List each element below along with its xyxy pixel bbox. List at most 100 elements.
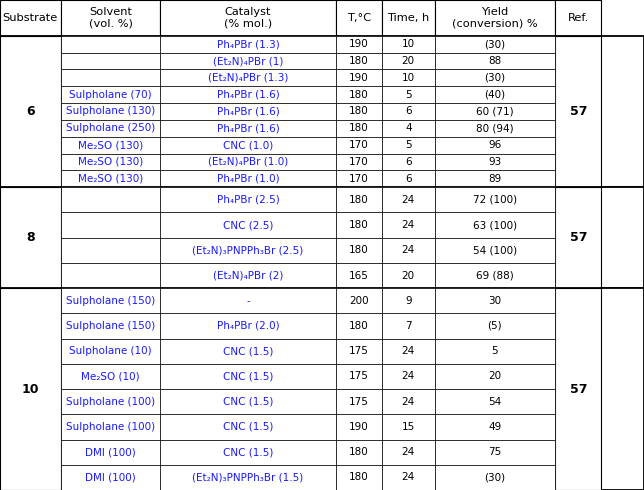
Bar [61,288,160,313]
Bar [435,137,555,153]
Text: 20: 20 [488,371,502,381]
Bar [336,36,382,52]
Bar [336,288,382,313]
Bar [336,389,382,414]
Bar [160,153,336,171]
Text: (Et₂N)₃PNPPh₃Br (1.5): (Et₂N)₃PNPPh₃Br (1.5) [193,472,303,482]
Text: 10: 10 [21,383,39,395]
Bar [61,0,160,36]
Text: 57: 57 [569,383,587,395]
Text: (Et₂N)₄PBr (2): (Et₂N)₄PBr (2) [213,270,283,280]
Text: 180: 180 [349,106,368,117]
Text: 8: 8 [26,231,35,244]
Bar [160,389,336,414]
Bar [160,212,336,238]
Text: 24: 24 [402,447,415,457]
Bar [336,263,382,288]
Text: 24: 24 [402,220,415,230]
Text: 24: 24 [402,472,415,482]
Bar [160,120,336,137]
Bar [61,440,160,465]
Bar [435,440,555,465]
Bar [435,103,555,120]
Bar [160,288,336,313]
Text: 9: 9 [405,296,412,306]
Bar [336,103,382,120]
Text: 88: 88 [488,56,502,66]
Text: T,°C: T,°C [346,13,371,23]
Bar [61,52,160,70]
Bar [336,339,382,364]
Bar [336,137,382,153]
Bar [0,0,61,36]
Bar [382,263,435,288]
Bar [336,171,382,187]
Bar [61,171,160,187]
Text: Ph₄PBr (1.6): Ph₄PBr (1.6) [216,123,279,133]
Text: 190: 190 [349,39,368,49]
Bar [435,52,555,70]
Bar [382,36,435,52]
Bar [435,171,555,187]
Bar [61,238,160,263]
Bar [336,52,382,70]
Bar [160,103,336,120]
Text: (5): (5) [488,321,502,331]
Bar [382,171,435,187]
Text: Sulpholane (250): Sulpholane (250) [66,123,155,133]
Bar [435,339,555,364]
Bar [336,86,382,103]
Bar [435,288,555,313]
Text: Sulpholane (150): Sulpholane (150) [66,321,155,331]
Bar [435,212,555,238]
Text: DMI (100): DMI (100) [85,472,136,482]
Text: Sulpholane (70): Sulpholane (70) [69,90,152,99]
Text: 80 (94): 80 (94) [476,123,514,133]
Text: 75: 75 [488,447,502,457]
Text: Me₂SO (130): Me₂SO (130) [78,157,143,167]
Text: 180: 180 [349,195,368,205]
Bar [336,414,382,440]
Text: Me₂SO (130): Me₂SO (130) [78,174,143,184]
Bar [336,238,382,263]
Text: Ph₄PBr (2.5): Ph₄PBr (2.5) [216,195,279,205]
Text: Sulpholane (100): Sulpholane (100) [66,397,155,407]
Bar [382,70,435,86]
Text: (Et₂N)₃PNPPh₃Br (2.5): (Et₂N)₃PNPPh₃Br (2.5) [193,245,303,255]
Bar [61,414,160,440]
Text: 180: 180 [349,90,368,99]
Bar [382,187,435,212]
Text: 10: 10 [402,39,415,49]
Text: (40): (40) [484,90,506,99]
Bar [160,465,336,490]
Bar [336,465,382,490]
Bar [336,70,382,86]
Bar [160,339,336,364]
Text: 69 (88): 69 (88) [476,270,514,280]
Text: 30: 30 [488,296,502,306]
Text: (30): (30) [484,73,506,83]
Bar [160,414,336,440]
Bar [435,187,555,212]
Text: 49: 49 [488,422,502,432]
Bar [382,313,435,339]
Text: Ph₄PBr (1.6): Ph₄PBr (1.6) [216,90,279,99]
Bar [435,238,555,263]
Bar [382,86,435,103]
Bar [382,414,435,440]
Text: (Et₂N)₄PBr (1.3): (Et₂N)₄PBr (1.3) [208,73,288,83]
Bar [382,212,435,238]
Bar [555,0,601,36]
Bar [555,187,601,288]
Bar [61,313,160,339]
Text: 180: 180 [349,220,368,230]
Text: Catalyst
(% mol.): Catalyst (% mol.) [224,7,272,29]
Text: CNC (1.5): CNC (1.5) [223,447,273,457]
Text: -: - [246,296,250,306]
Bar [61,465,160,490]
Text: Time, h: Time, h [387,13,430,23]
Text: 170: 170 [349,157,368,167]
Bar [382,389,435,414]
Bar [160,313,336,339]
Text: Sulpholane (150): Sulpholane (150) [66,296,155,306]
